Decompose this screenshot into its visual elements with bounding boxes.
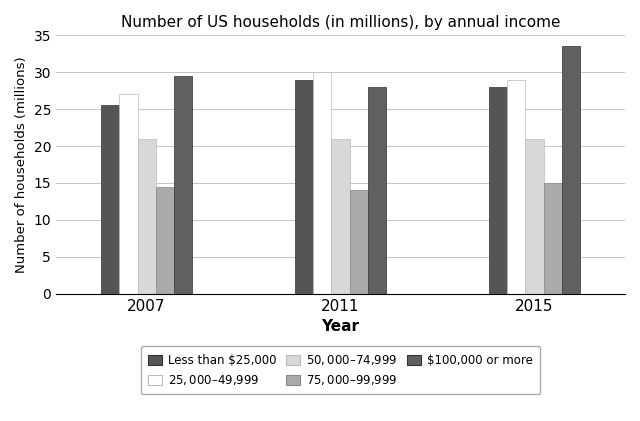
Bar — [508, 80, 525, 294]
Bar — [525, 139, 543, 294]
Bar — [349, 190, 367, 294]
Bar — [332, 139, 349, 294]
Title: Number of US households (in millions), by annual income: Number of US households (in millions), b… — [121, 15, 560, 30]
Bar — [562, 46, 580, 294]
Bar — [295, 80, 314, 294]
Bar — [367, 87, 386, 294]
Bar — [489, 87, 508, 294]
Bar — [156, 187, 173, 294]
Bar — [314, 72, 332, 294]
Bar — [173, 76, 192, 294]
Bar — [101, 105, 120, 294]
X-axis label: Year: Year — [321, 319, 360, 334]
Y-axis label: Number of households (millions): Number of households (millions) — [15, 56, 28, 273]
Bar — [543, 183, 562, 294]
Legend: Less than $25,000, $25,000–$49,999, $50,000–$74,999, $75,000–$99,999, $100,000 o: Less than $25,000, $25,000–$49,999, $50,… — [141, 346, 540, 394]
Bar — [138, 139, 156, 294]
Bar — [120, 94, 138, 294]
